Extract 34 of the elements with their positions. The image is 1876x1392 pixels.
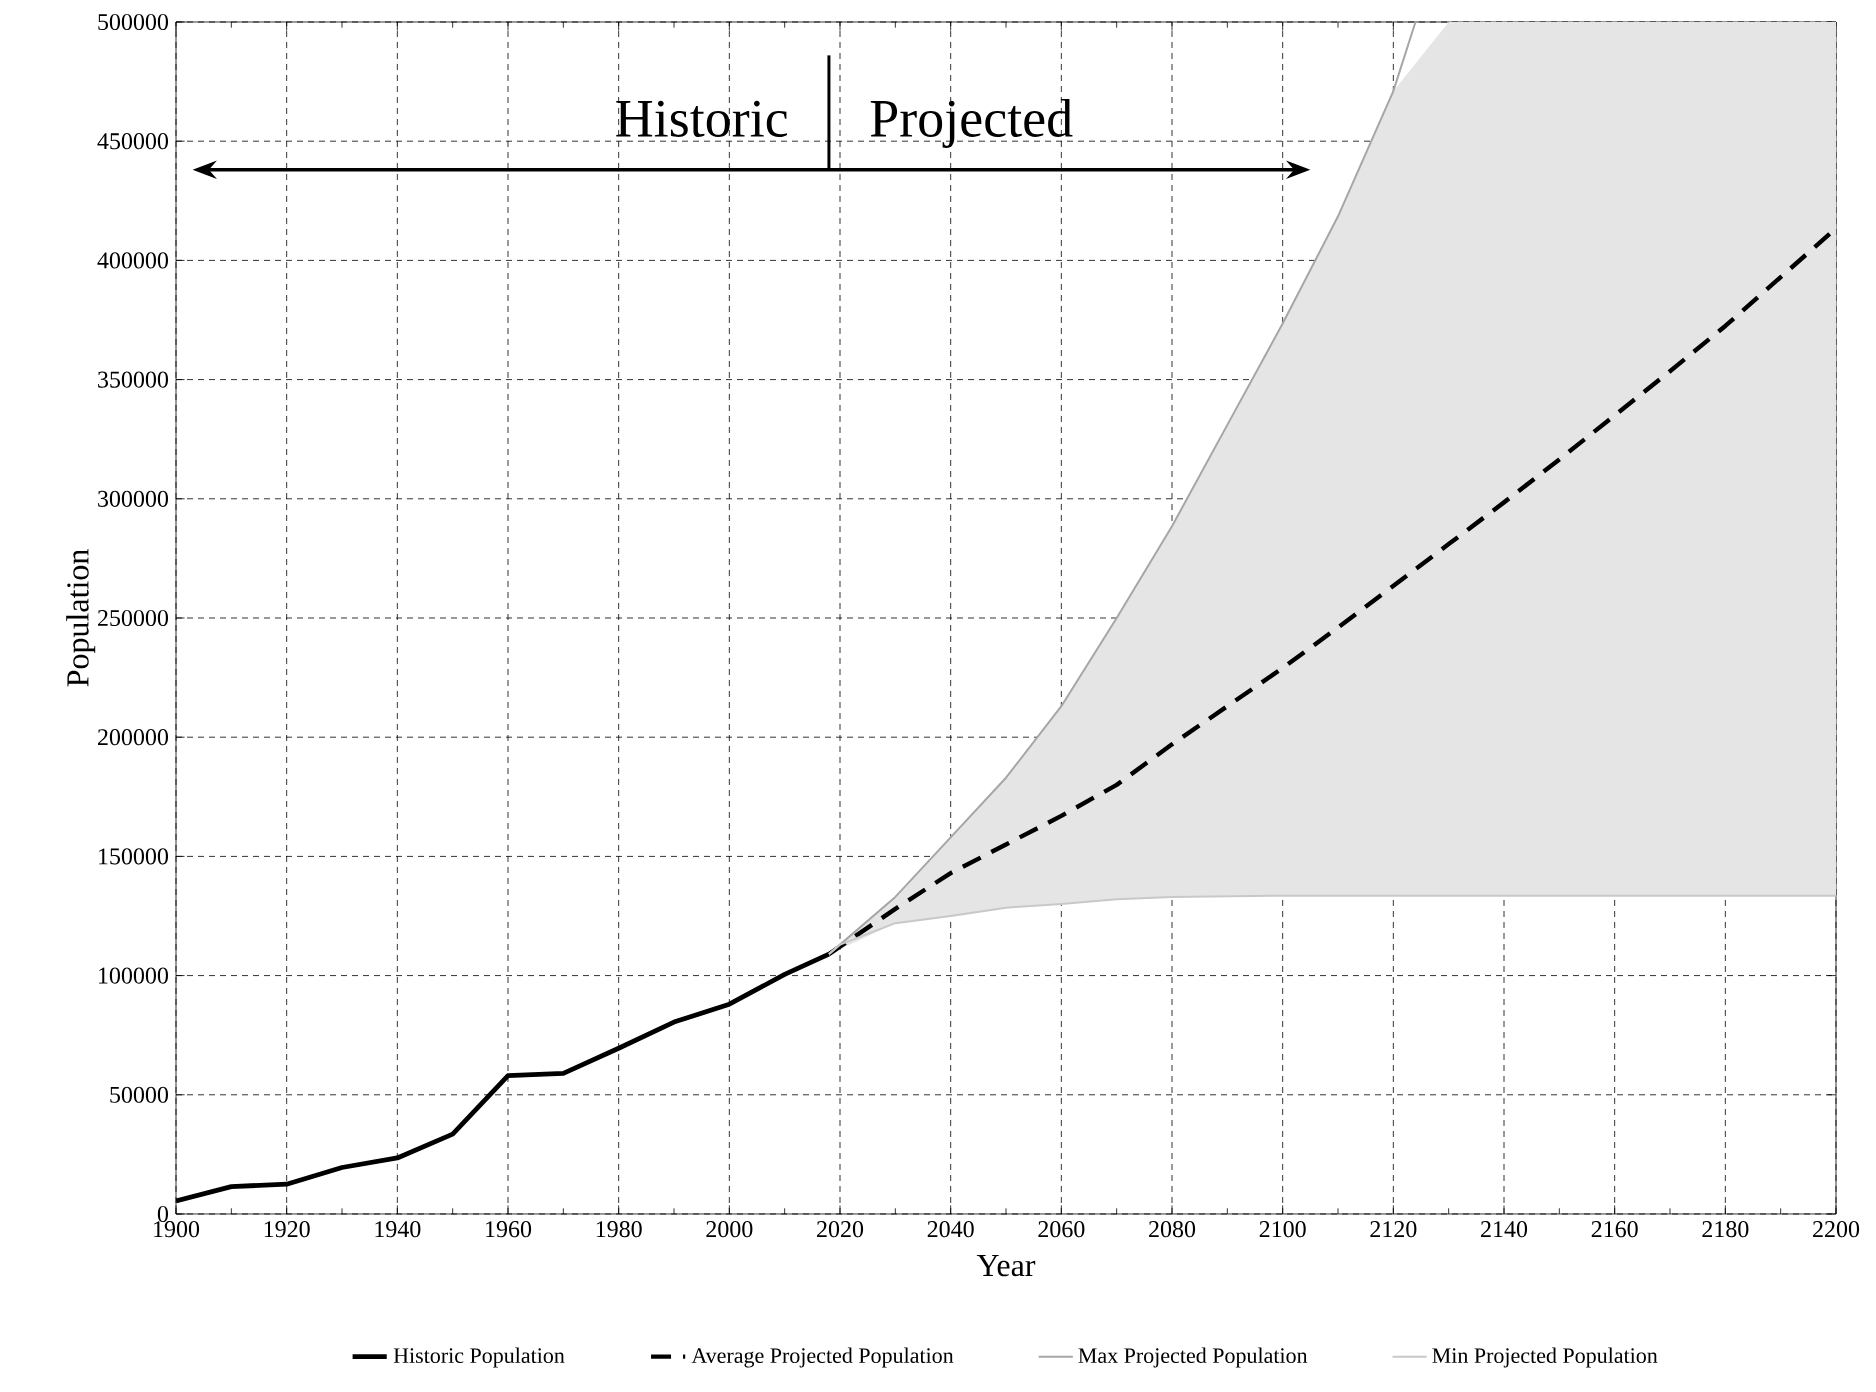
x-tick-label: 1980 <box>596 1221 642 1238</box>
y-tick-label: 450000 <box>97 133 169 150</box>
x-tick-label: 2080 <box>1149 1221 1196 1238</box>
y-tick-label: 250000 <box>98 609 169 627</box>
x-tick-label: 2040 <box>927 1221 974 1238</box>
x-tick-label: 2180 <box>1702 1221 1749 1238</box>
x-tick-label: 2060 <box>1038 1221 1085 1238</box>
annotation: Projected <box>870 98 1073 148</box>
x-axis-title: Year <box>976 1254 1036 1277</box>
y-tick-label: 100000 <box>99 967 169 984</box>
x-tick-label: 1960 <box>486 1221 532 1238</box>
legend-label: Max Projected Population <box>1078 1347 1308 1368</box>
legend-label: Historic Population <box>393 1347 565 1368</box>
x-tick-label: 2000 <box>706 1221 753 1238</box>
y-tick-label: 350000 <box>98 371 169 388</box>
y-axis-title: Population <box>66 549 96 687</box>
x-tick-label: 1900 <box>154 1221 200 1238</box>
x-tick-label: 1940 <box>375 1221 421 1238</box>
x-tick-label: 2020 <box>817 1221 864 1238</box>
x-tick-label: 2140 <box>1481 1221 1528 1238</box>
y-tick-label: 50000 <box>110 1086 169 1103</box>
x-tick-label: 2120 <box>1370 1221 1417 1238</box>
y-tick-label: 400000 <box>97 252 169 269</box>
y-tick-label: 200000 <box>98 729 169 746</box>
x-tick-label: 1920 <box>264 1221 310 1238</box>
legend-label: Average Projected Population <box>691 1347 954 1368</box>
legend-label: Min Projected Population <box>1432 1347 1658 1368</box>
x-tick-label: 2100 <box>1259 1221 1306 1238</box>
x-tick-label: 2200 <box>1813 1221 1860 1238</box>
annotation: Historic <box>616 100 788 137</box>
y-tick-label: 150000 <box>99 848 169 865</box>
x-tick-label: 2160 <box>1591 1221 1638 1238</box>
y-tick-label: 500000 <box>98 13 169 31</box>
y-tick-label: 300000 <box>98 490 169 507</box>
